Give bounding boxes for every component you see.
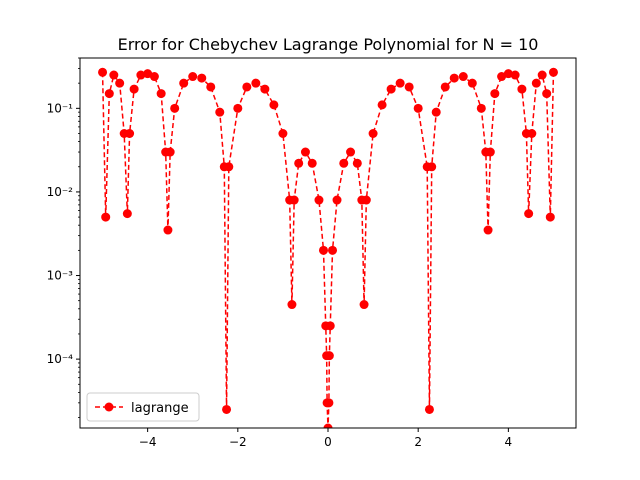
data-point (395, 78, 405, 88)
plot-series-layer (98, 67, 558, 428)
data-point (318, 245, 328, 255)
x-tick-label: 0 (324, 435, 332, 449)
data-point (324, 398, 334, 408)
data-point (294, 158, 304, 168)
data-point (242, 82, 252, 92)
legend-marker-swatch (104, 402, 114, 412)
chart-title: Error for Chebychev Lagrange Polynomial … (118, 35, 539, 54)
x-tick-label: 4 (505, 435, 513, 449)
y-tick-label: 10⁻² (47, 185, 74, 199)
data-point (307, 158, 317, 168)
data-point (98, 67, 108, 77)
data-point (548, 67, 558, 77)
data-point (449, 73, 459, 83)
data-point (215, 107, 225, 117)
x-tick-label: −4 (139, 435, 157, 449)
legend-label: lagrange (131, 401, 189, 416)
data-point (431, 107, 441, 117)
data-point (545, 212, 555, 222)
data-point (163, 225, 173, 235)
data-point (352, 158, 362, 168)
data-point (224, 162, 234, 172)
data-point (197, 73, 207, 83)
data-point (490, 89, 500, 99)
x-axis: −4 −2 0 2 4 (139, 428, 512, 449)
data-point (476, 103, 486, 113)
data-point (104, 89, 114, 99)
data-point (458, 72, 468, 82)
x-tick-label: 2 (414, 435, 422, 449)
x-tick-label: −2 (229, 435, 247, 449)
data-point (289, 195, 299, 205)
data-point (386, 84, 396, 94)
data-point (222, 404, 232, 414)
data-point (328, 245, 338, 255)
data-point (129, 84, 139, 94)
legend: lagrange (86, 392, 200, 422)
data-point (269, 100, 279, 110)
data-point (122, 209, 132, 219)
data-point (377, 100, 387, 110)
data-point (485, 147, 495, 157)
y-axis: 10⁻¹ 10⁻² 10⁻³ 10⁻⁴ (47, 57, 80, 418)
data-point (300, 147, 310, 157)
data-point (165, 147, 175, 157)
data-point (359, 300, 369, 310)
data-point (361, 195, 371, 205)
data-point (531, 78, 541, 88)
data-point (260, 84, 270, 94)
data-point (368, 129, 378, 138)
data-point (287, 300, 297, 310)
data-point (527, 129, 537, 138)
data-point (206, 82, 216, 92)
data-point (427, 162, 437, 172)
y-tick-label: 10⁻¹ (47, 101, 74, 115)
data-point (179, 78, 189, 88)
data-point (339, 158, 349, 168)
data-point (497, 72, 507, 82)
data-point (136, 70, 146, 80)
data-point (170, 103, 180, 113)
data-point (542, 89, 552, 99)
y-tick-label: 10⁻⁴ (47, 352, 74, 366)
data-point (323, 423, 333, 428)
data-point (332, 195, 342, 205)
data-point (413, 103, 423, 113)
data-point (278, 129, 288, 138)
legend-frame (86, 392, 200, 422)
data-point (115, 78, 125, 88)
data-point (149, 72, 159, 82)
data-point (524, 209, 534, 219)
data-point (467, 78, 477, 88)
data-point (233, 103, 243, 113)
data-point (101, 212, 111, 222)
data-point (440, 82, 450, 92)
data-point (483, 225, 493, 235)
data-point (517, 84, 527, 94)
data-point (324, 351, 334, 361)
data-point (424, 404, 434, 414)
data-point (251, 78, 261, 88)
data-point (188, 72, 198, 82)
data-point (125, 129, 135, 138)
data-point (503, 69, 513, 79)
data-point (346, 147, 356, 157)
data-point (537, 70, 547, 80)
data-point (109, 70, 119, 80)
data-point (143, 69, 153, 79)
data-point (314, 195, 324, 205)
data-point (404, 82, 414, 92)
data-point (156, 89, 166, 99)
y-tick-label: 10⁻³ (47, 269, 74, 283)
data-point (510, 70, 520, 80)
data-point (325, 321, 335, 331)
